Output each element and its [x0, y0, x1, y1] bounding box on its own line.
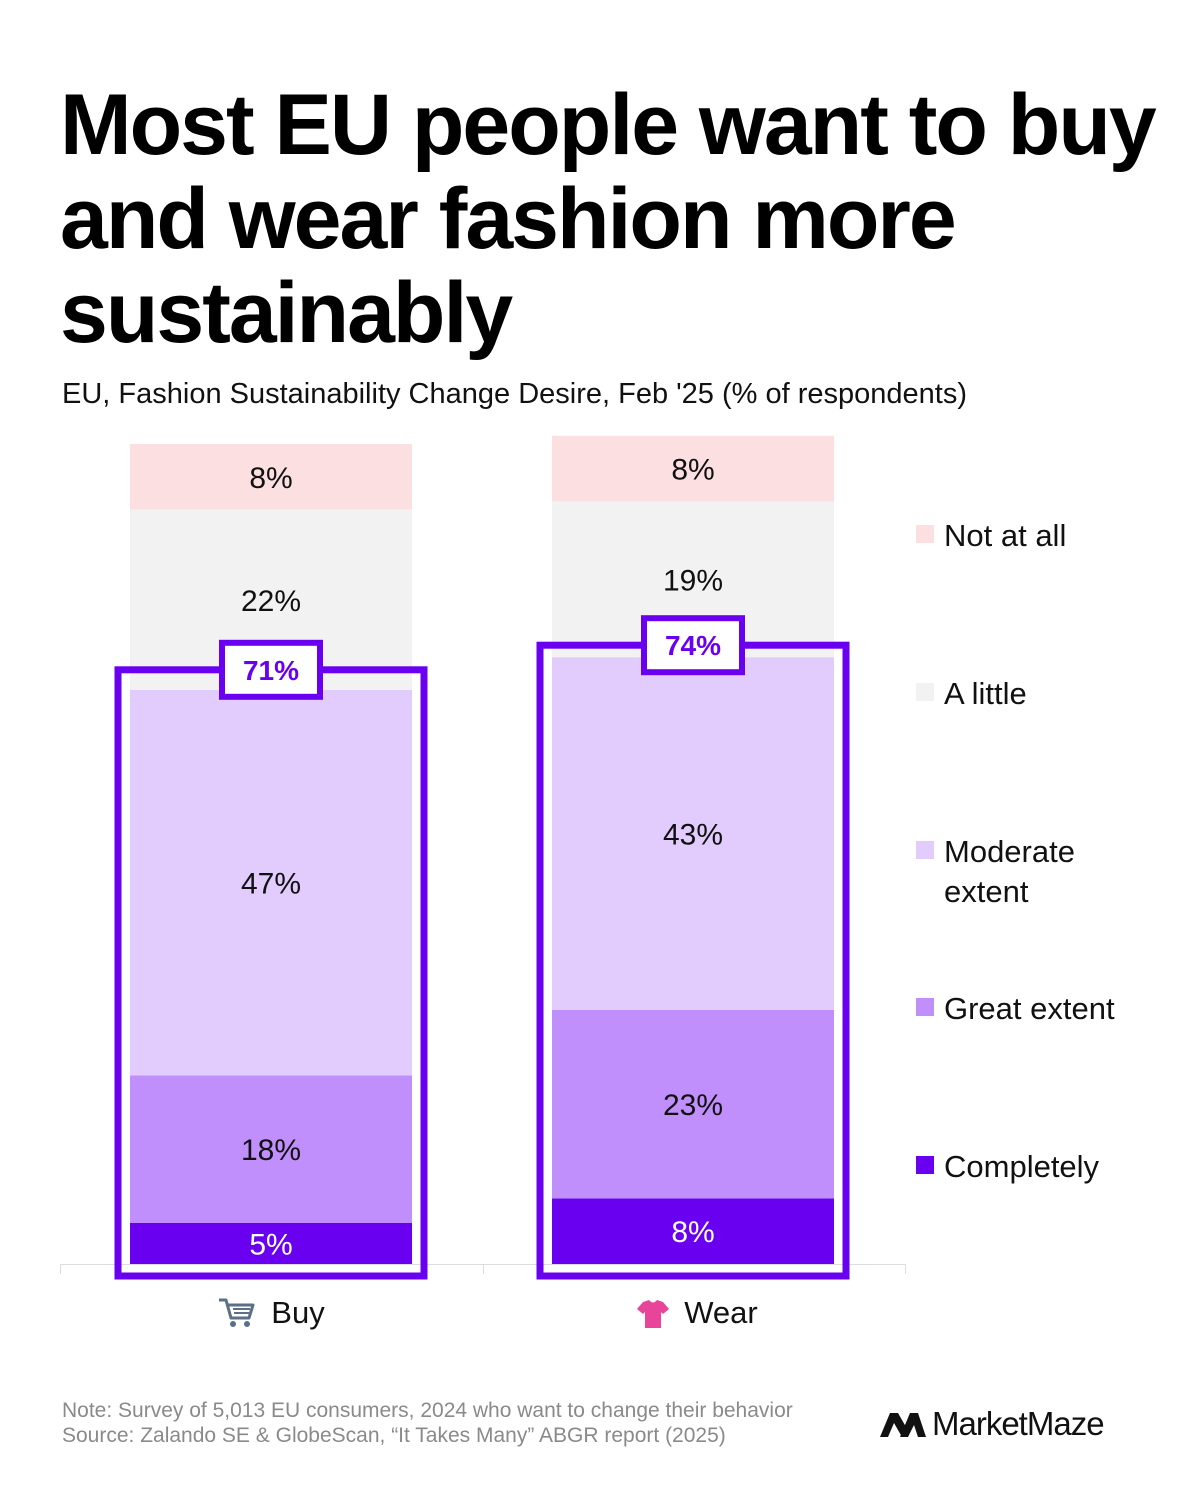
legend-swatch-a-little [916, 683, 934, 701]
category-label-buy: Buy [271, 1295, 325, 1330]
footer-note: Note: Survey of 5,013 EU consumers, 2024… [62, 1399, 793, 1422]
highlight-total-label-buy: 71% [243, 655, 299, 686]
legend-swatch-great-extent [916, 998, 934, 1016]
brand-logo: MarketMaze [880, 1402, 1105, 1446]
stacked-bar-chart: 5% 18% 47% 22% 8% 71% Buy 8% 23% 43% 19% 8% 74% Wear [60, 435, 906, 1330]
legend-item-great-extent: Great extent [916, 989, 1164, 1029]
bar-segment-great-extent-buy [130, 1075, 412, 1223]
legend-item-moderate-extent: Moderate extent [916, 832, 1104, 912]
legend-swatch-moderate-extent [916, 841, 934, 859]
data-label-a-little-buy: 22% [241, 585, 301, 618]
highlight-total-label-wear: 74% [665, 630, 721, 661]
legend-label: A little [944, 676, 1027, 711]
shopping-cart-icon [219, 1298, 255, 1327]
chart-title: Most EU people want to buy and wear fash… [60, 77, 1157, 361]
data-label-great-extent-wear: 23% [663, 1089, 723, 1122]
legend-item-completely: Completely [916, 1147, 1164, 1187]
legend-label: Great extent [944, 991, 1115, 1026]
data-label-moderate-extent-buy: 47% [241, 868, 301, 901]
data-label-moderate-extent-wear: 43% [663, 819, 723, 852]
bar-segment-completely-buy [130, 1223, 412, 1264]
brand-name: MarketMaze [932, 1405, 1105, 1442]
bar-segment-moderate-extent-wear [552, 657, 834, 1010]
bar-segment-completely-wear [552, 1198, 834, 1264]
data-label-not-at-all-wear: 8% [671, 454, 714, 487]
legend-swatch-completely [916, 1156, 934, 1174]
footer: Note: Survey of 5,013 EU consumers, 2024… [62, 1398, 793, 1448]
bar-segment-not-at-all-wear [552, 435, 834, 502]
legend-item-not-at-all: Not at all [916, 516, 1164, 556]
legend-label: Moderate extent [944, 834, 1075, 909]
t-shirt-icon [637, 1300, 669, 1328]
data-label-completely-buy: 5% [249, 1229, 292, 1262]
footer-source: Source: Zalando SE & GlobeScan, “It Take… [62, 1424, 726, 1447]
legend-label: Not at all [944, 518, 1067, 553]
highlight-total-box-wear [641, 615, 745, 676]
data-label-a-little-wear: 19% [663, 564, 723, 597]
bar-segment-moderate-extent-buy [130, 690, 412, 1076]
bar-segment-great-extent-wear [552, 1009, 834, 1199]
highlight-total-box-buy [219, 639, 323, 700]
data-label-completely-wear: 8% [671, 1216, 714, 1249]
marketmaze-logo-icon [880, 1413, 926, 1437]
data-label-great-extent-buy: 18% [241, 1134, 301, 1167]
data-label-not-at-all-buy: 8% [249, 462, 292, 495]
bar-segment-not-at-all-buy [130, 444, 412, 510]
category-label-wear: Wear [684, 1295, 758, 1330]
legend-item-a-little: A little [916, 674, 1164, 714]
chart-subtitle: EU, Fashion Sustainability Change Desire… [62, 378, 968, 410]
legend-swatch-not-at-all [916, 525, 934, 543]
legend-label: Completely [944, 1149, 1100, 1184]
